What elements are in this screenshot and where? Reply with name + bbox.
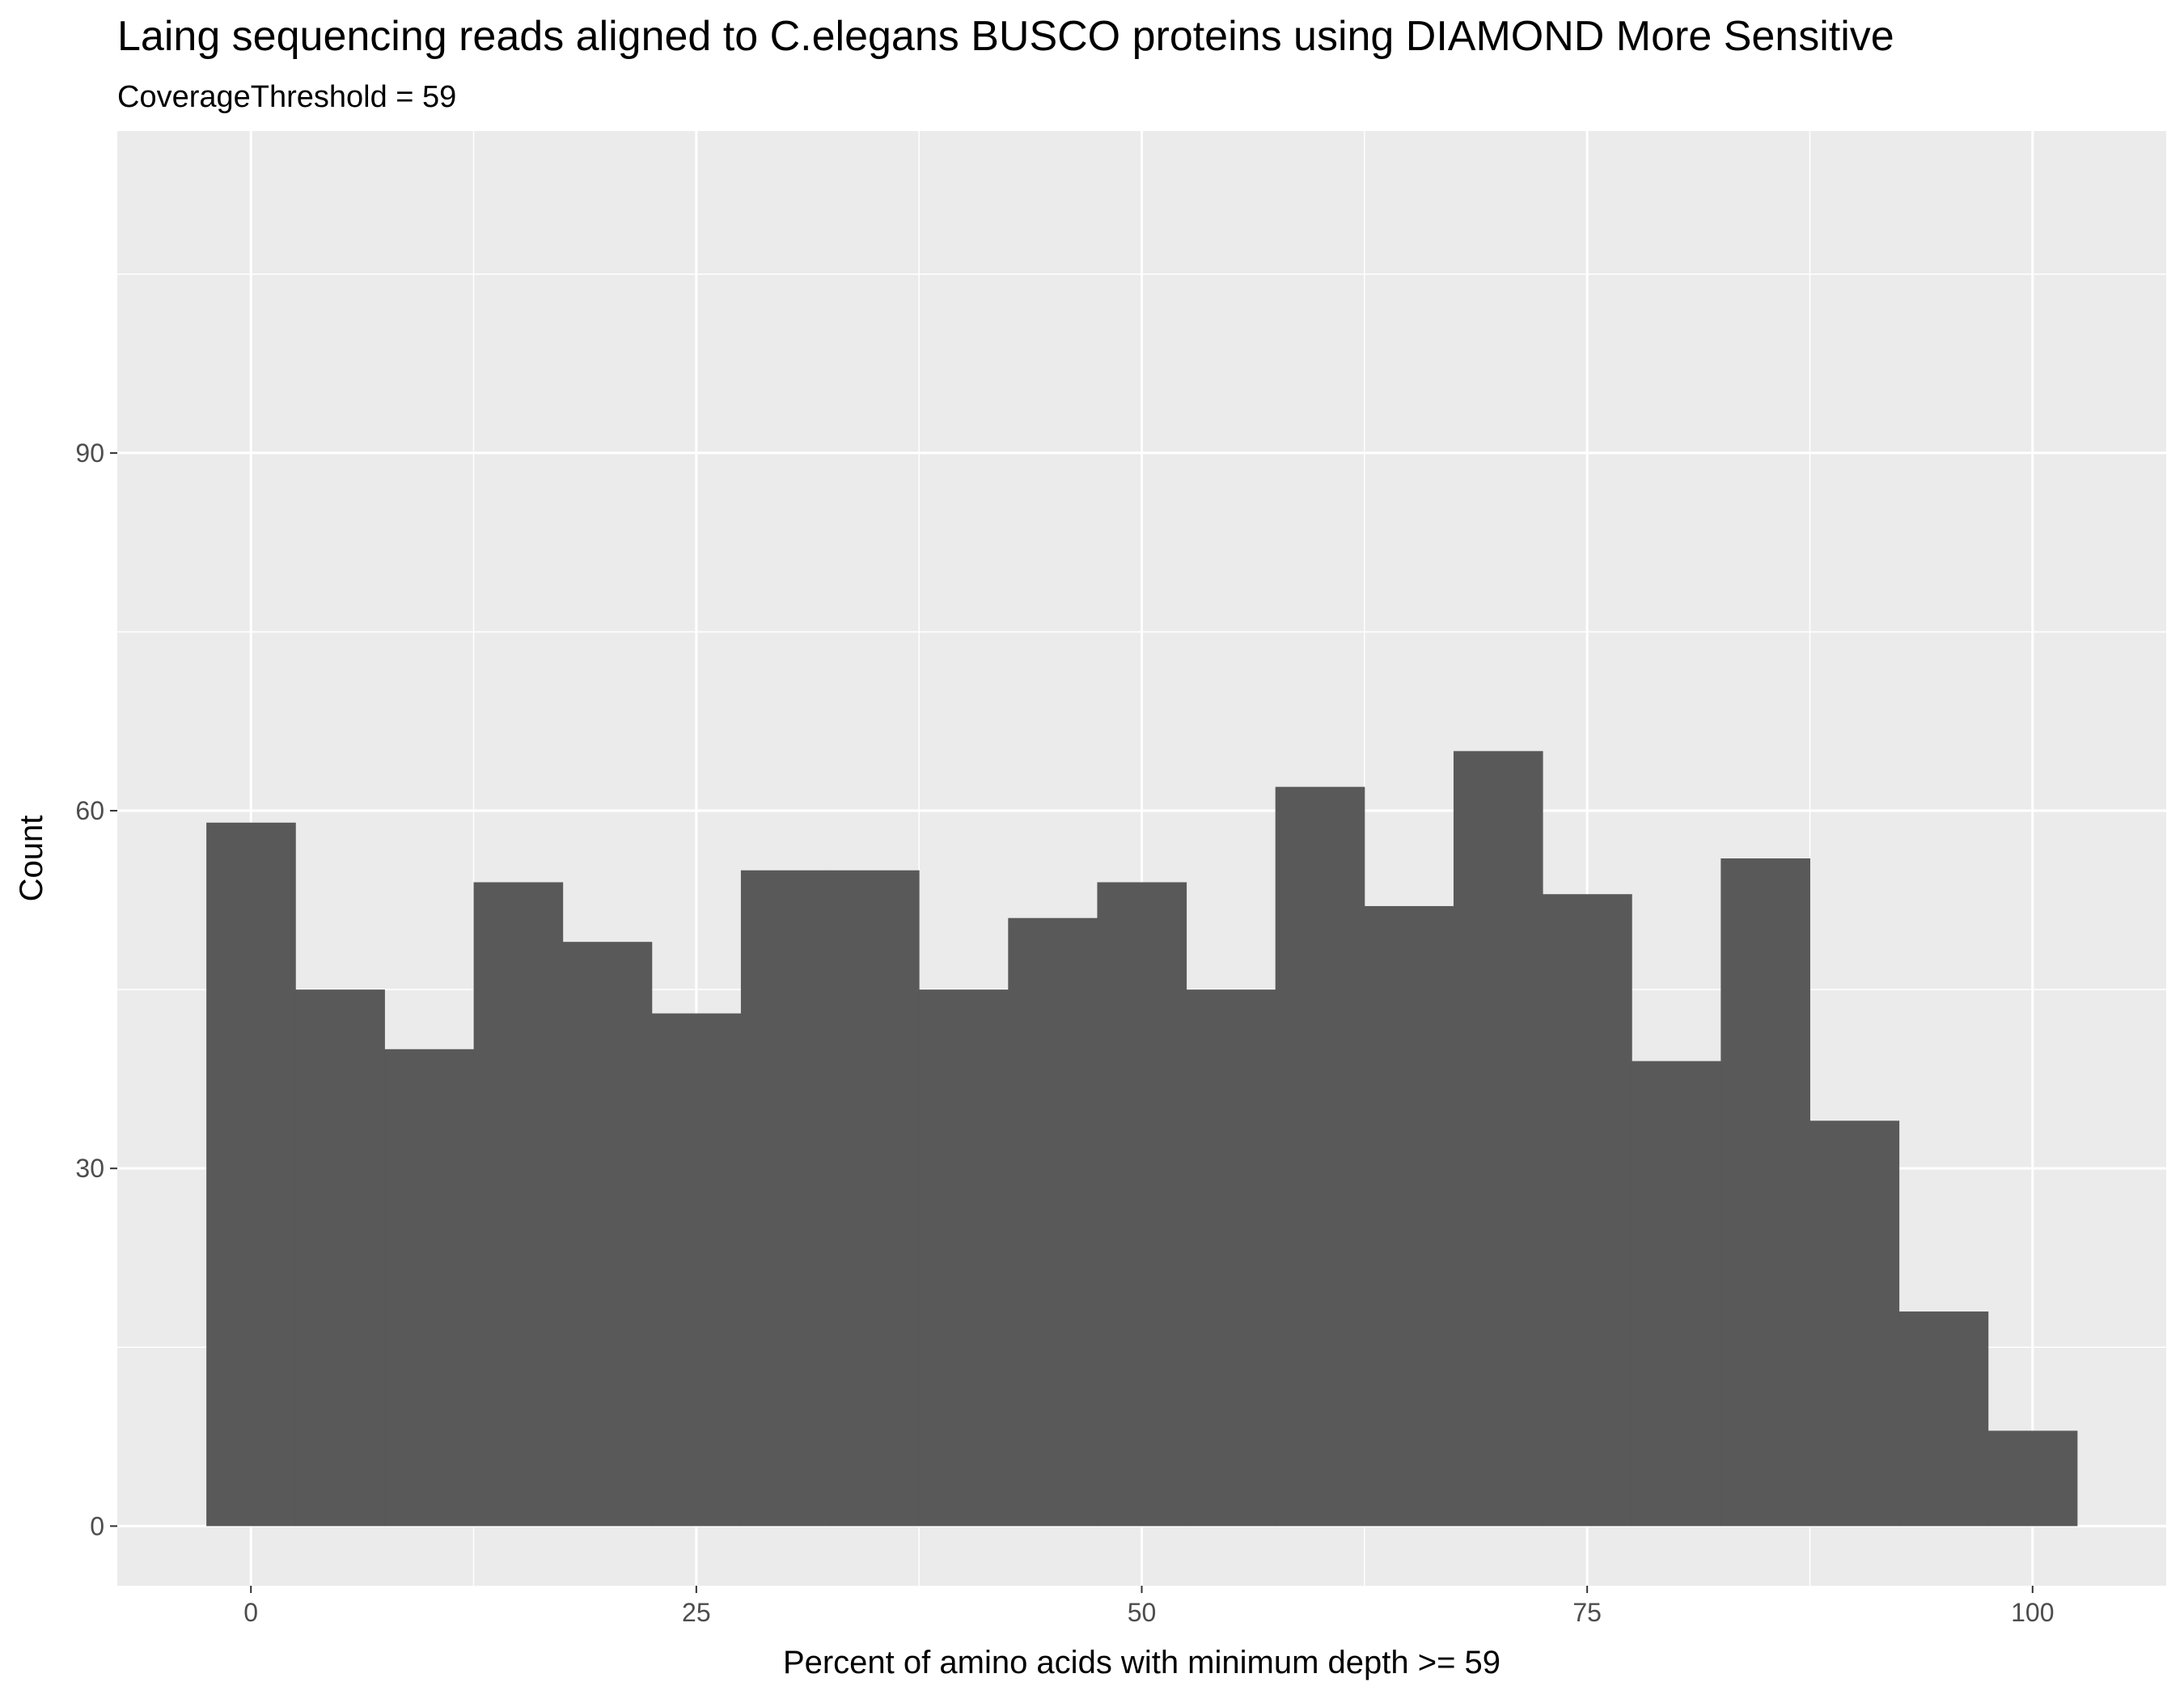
x-tick-label: 25 xyxy=(682,1598,711,1627)
histogram-bar xyxy=(1632,1061,1721,1527)
histogram-bar xyxy=(1364,905,1454,1527)
y-axis: 0 30 60 90 xyxy=(75,439,117,1540)
histogram-bar xyxy=(1898,1311,1989,1527)
y-tick-label: 0 xyxy=(90,1511,104,1540)
histogram-bar xyxy=(1275,786,1365,1527)
histogram-bar xyxy=(1809,1121,1900,1527)
x-tick-label: 100 xyxy=(2011,1598,2054,1627)
histogram-bar xyxy=(473,882,564,1527)
histogram-bar xyxy=(651,1013,742,1527)
x-tick-label: 50 xyxy=(1128,1598,1157,1627)
histogram-bar xyxy=(1097,882,1187,1527)
histogram-bar xyxy=(1186,989,1276,1527)
x-tick-label: 75 xyxy=(1572,1598,1602,1627)
histogram-bars xyxy=(206,751,2078,1527)
histogram-bar xyxy=(384,1049,475,1527)
histogram-bar xyxy=(295,989,385,1527)
x-axis: 0 25 50 75 100 xyxy=(243,1586,2054,1627)
histogram-bar xyxy=(562,942,653,1527)
chart-title: Laing sequencing reads aligned to C.eleg… xyxy=(117,13,1894,60)
histogram-bar xyxy=(1987,1430,2078,1527)
x-tick-label: 0 xyxy=(243,1598,258,1627)
histogram-bar xyxy=(1453,751,1543,1527)
y-tick-label: 60 xyxy=(75,796,104,825)
histogram-bar xyxy=(206,822,296,1527)
y-tick-label: 90 xyxy=(75,439,104,468)
histogram-bar xyxy=(740,870,831,1527)
y-axis-title: Count xyxy=(14,816,49,902)
histogram-bar xyxy=(830,870,920,1527)
chart-subtitle: CoverageThreshold = 59 xyxy=(117,80,456,114)
histogram-bar xyxy=(919,989,1009,1527)
x-axis-title: Percent of amino acids with minimum dept… xyxy=(783,1645,1500,1680)
histogram-bar xyxy=(1543,894,1632,1527)
histogram-bar xyxy=(1008,917,1098,1527)
histogram-bar xyxy=(1721,858,1810,1527)
y-tick-label: 30 xyxy=(75,1154,104,1183)
